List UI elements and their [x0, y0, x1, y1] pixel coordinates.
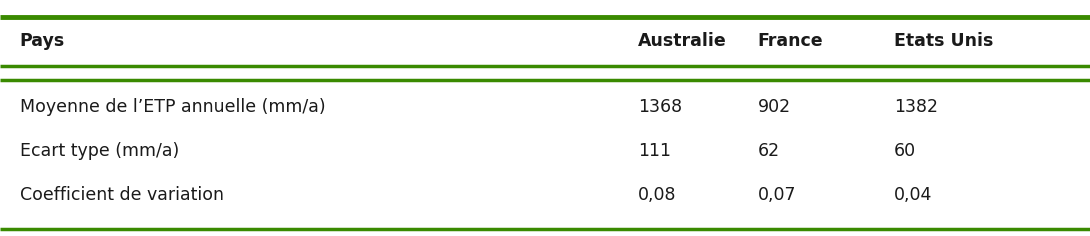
Text: 0,07: 0,07: [758, 186, 796, 204]
Text: 1368: 1368: [638, 98, 681, 116]
Text: Moyenne de l’ETP annuelle (mm/a): Moyenne de l’ETP annuelle (mm/a): [20, 98, 325, 116]
Text: 111: 111: [638, 142, 670, 160]
Text: Coefficient de variation: Coefficient de variation: [20, 186, 223, 204]
Text: 62: 62: [758, 142, 779, 160]
Text: 0,08: 0,08: [638, 186, 676, 204]
Text: 1382: 1382: [894, 98, 937, 116]
Text: Pays: Pays: [20, 32, 65, 50]
Text: France: France: [758, 32, 823, 50]
Text: Australie: Australie: [638, 32, 726, 50]
Text: 0,04: 0,04: [894, 186, 932, 204]
Text: Ecart type (mm/a): Ecart type (mm/a): [20, 142, 179, 160]
Text: 902: 902: [758, 98, 790, 116]
Text: Etats Unis: Etats Unis: [894, 32, 993, 50]
Text: 60: 60: [894, 142, 916, 160]
